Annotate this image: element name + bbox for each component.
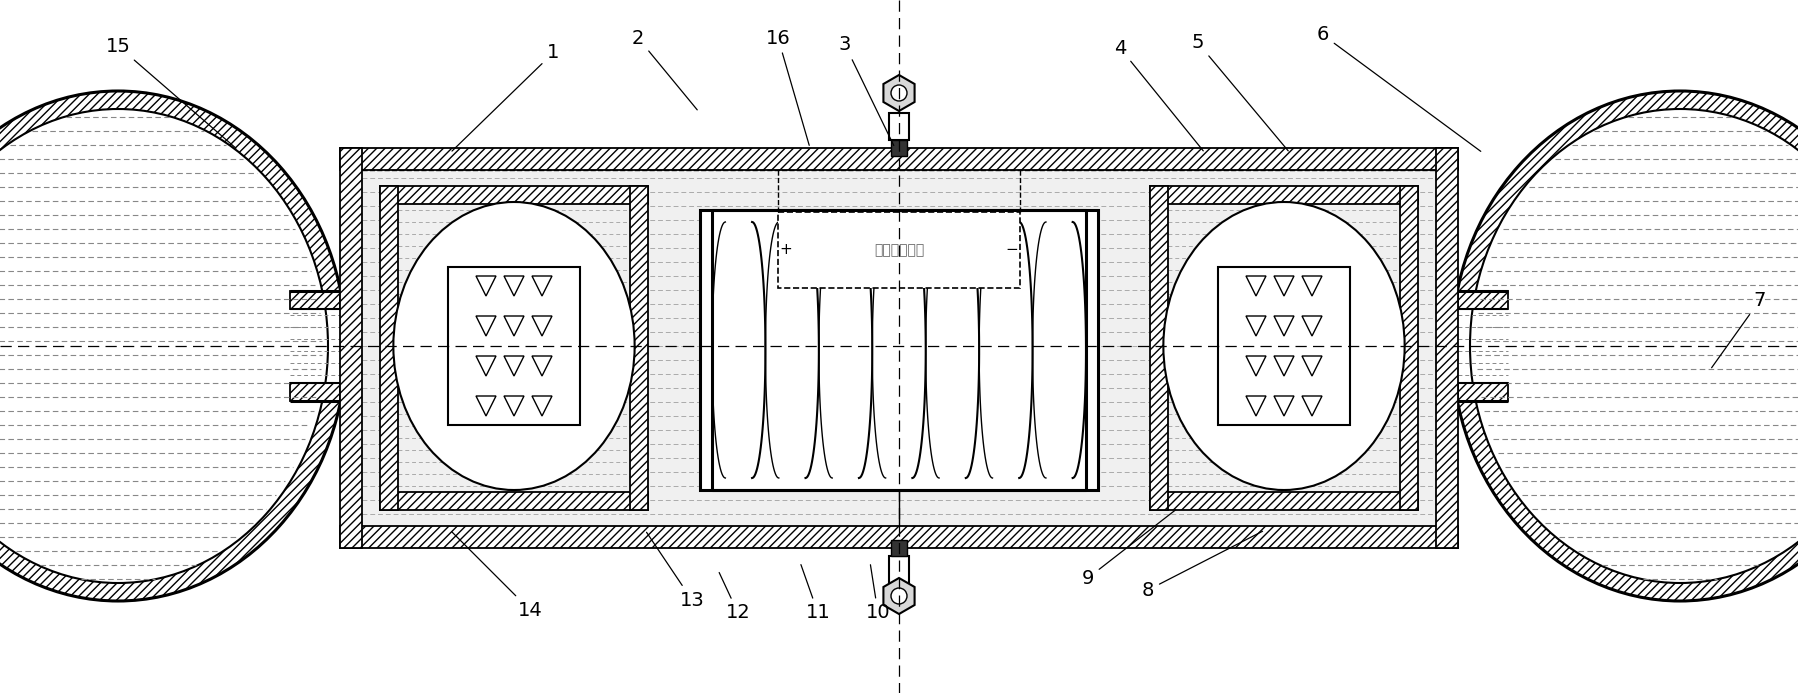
Bar xyxy=(1151,186,1169,510)
Ellipse shape xyxy=(394,202,635,490)
Text: 9: 9 xyxy=(1082,510,1176,588)
Bar xyxy=(289,383,340,401)
Bar xyxy=(397,204,629,492)
Polygon shape xyxy=(476,396,496,416)
Text: 5: 5 xyxy=(1192,33,1287,151)
Text: 电源控制系统: 电源控制系统 xyxy=(874,243,924,257)
Polygon shape xyxy=(1302,396,1322,416)
Polygon shape xyxy=(1275,396,1295,416)
Bar xyxy=(888,556,910,583)
Text: 15: 15 xyxy=(106,37,236,148)
Bar xyxy=(289,291,340,309)
Ellipse shape xyxy=(0,91,345,601)
Text: −: − xyxy=(1005,243,1018,258)
Bar xyxy=(361,170,1437,526)
Bar xyxy=(699,210,1099,490)
Bar xyxy=(448,267,581,426)
Ellipse shape xyxy=(1163,202,1404,490)
Bar xyxy=(892,140,906,156)
Bar xyxy=(1401,186,1419,510)
Text: 10: 10 xyxy=(865,565,890,622)
Polygon shape xyxy=(532,356,552,376)
Text: 3: 3 xyxy=(840,35,894,146)
Text: 2: 2 xyxy=(631,28,698,110)
Polygon shape xyxy=(1275,316,1295,336)
Bar xyxy=(1169,204,1401,492)
Polygon shape xyxy=(476,276,496,296)
Bar xyxy=(779,212,1019,288)
Polygon shape xyxy=(1302,316,1322,336)
Polygon shape xyxy=(883,75,915,111)
Polygon shape xyxy=(532,276,552,296)
Bar xyxy=(1217,267,1350,426)
Polygon shape xyxy=(476,356,496,376)
Text: 6: 6 xyxy=(1316,26,1482,151)
Bar xyxy=(888,113,910,140)
Ellipse shape xyxy=(1453,91,1798,601)
Text: 13: 13 xyxy=(647,532,705,610)
Bar xyxy=(340,148,361,548)
Ellipse shape xyxy=(0,109,327,583)
Bar xyxy=(289,309,340,383)
Bar xyxy=(379,186,397,510)
Text: 7: 7 xyxy=(1712,290,1766,368)
Circle shape xyxy=(892,588,906,604)
Polygon shape xyxy=(1246,316,1266,336)
Text: 1: 1 xyxy=(451,44,559,151)
Polygon shape xyxy=(1275,276,1295,296)
Polygon shape xyxy=(1302,356,1322,376)
Bar xyxy=(1151,186,1419,204)
Polygon shape xyxy=(1246,276,1266,296)
Text: 12: 12 xyxy=(719,572,750,622)
Text: +: + xyxy=(780,243,793,258)
Polygon shape xyxy=(1246,356,1266,376)
Text: 14: 14 xyxy=(451,532,543,620)
Text: 8: 8 xyxy=(1142,532,1262,599)
Text: 16: 16 xyxy=(766,28,809,146)
Bar xyxy=(379,186,647,204)
Bar xyxy=(340,526,1458,548)
Bar xyxy=(379,492,647,510)
Polygon shape xyxy=(883,578,915,614)
Polygon shape xyxy=(1275,356,1295,376)
Circle shape xyxy=(892,85,906,101)
Bar xyxy=(1458,291,1509,309)
Polygon shape xyxy=(503,396,523,416)
Polygon shape xyxy=(503,356,523,376)
Polygon shape xyxy=(503,276,523,296)
Polygon shape xyxy=(532,316,552,336)
Bar xyxy=(340,148,1458,170)
Polygon shape xyxy=(1246,396,1266,416)
Bar xyxy=(629,186,647,510)
Polygon shape xyxy=(1302,276,1322,296)
Bar xyxy=(1437,148,1458,548)
Bar xyxy=(1458,309,1509,383)
Polygon shape xyxy=(476,316,496,336)
Bar xyxy=(892,540,906,556)
Text: 4: 4 xyxy=(1113,39,1203,151)
Text: 11: 11 xyxy=(800,565,831,622)
Polygon shape xyxy=(503,316,523,336)
Bar xyxy=(1151,492,1419,510)
Polygon shape xyxy=(532,396,552,416)
Bar xyxy=(1458,383,1509,401)
Ellipse shape xyxy=(1471,109,1798,583)
